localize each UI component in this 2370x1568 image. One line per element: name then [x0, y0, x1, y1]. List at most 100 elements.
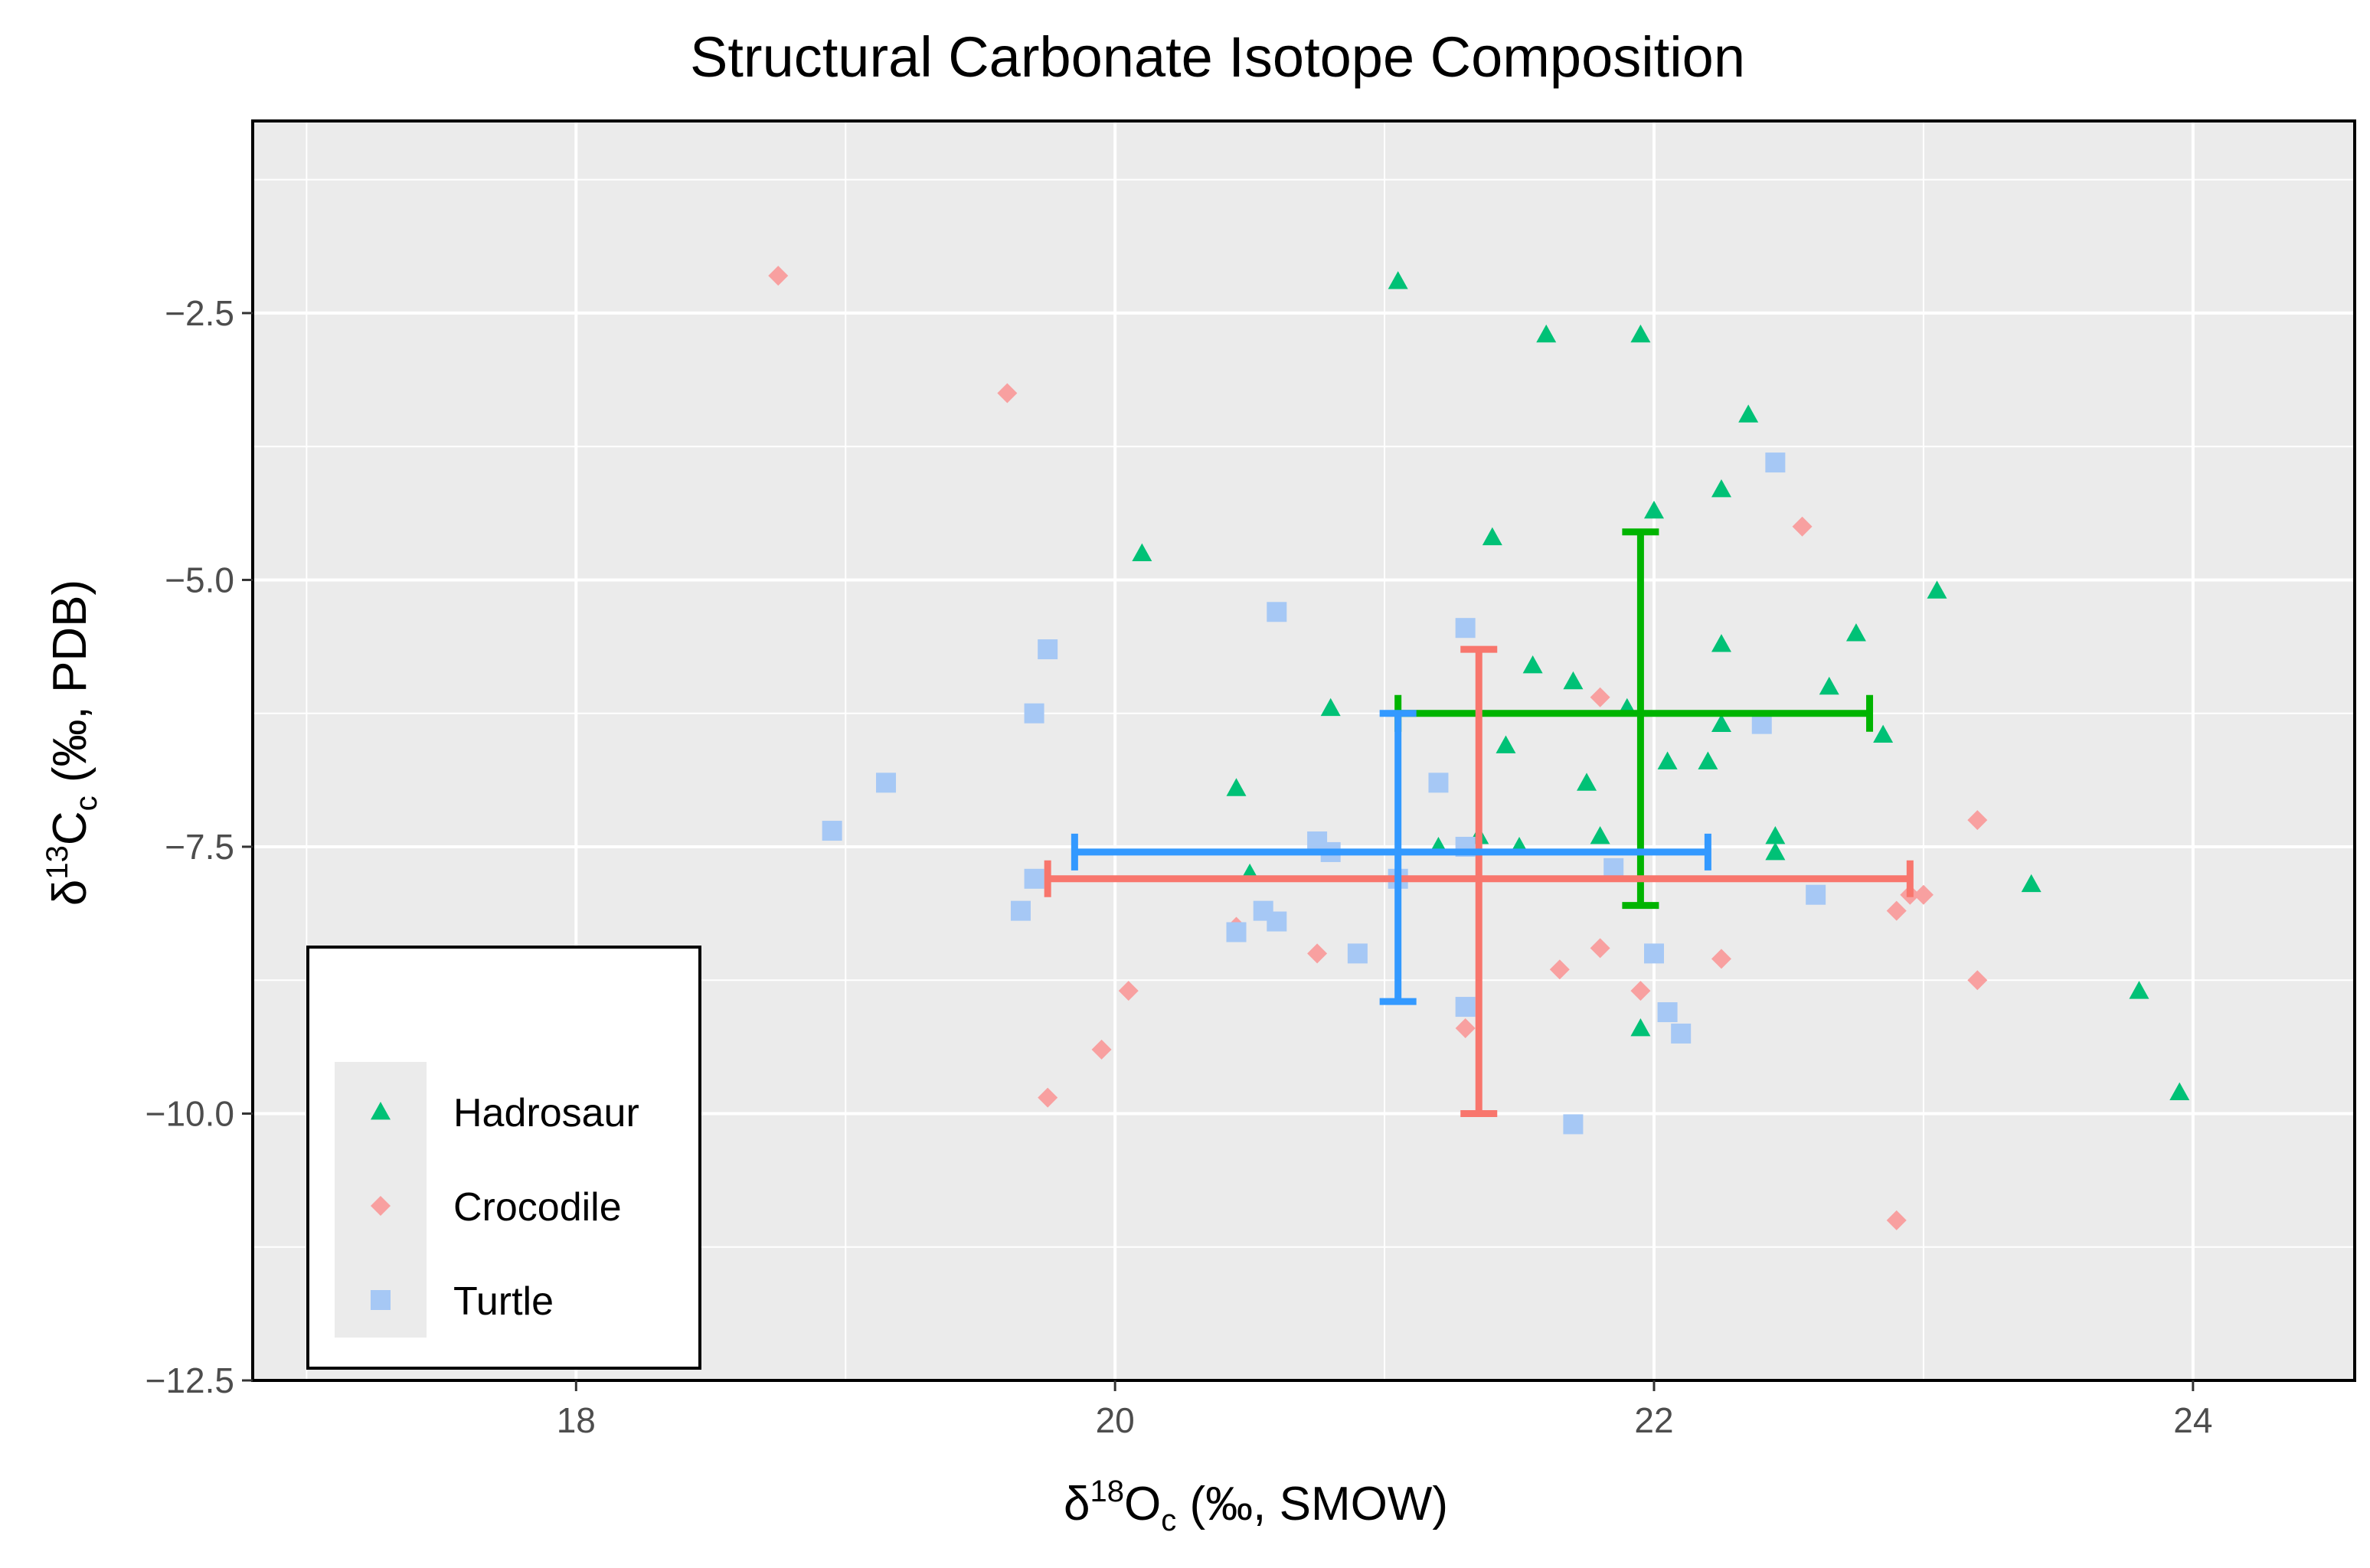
x-axis-ticks: 18 20 22 24 [557, 1380, 2212, 1440]
hadrosaur-point [1765, 841, 1786, 861]
crocodile-point [768, 266, 789, 286]
crocodile-point [1590, 687, 1610, 707]
legend-label-hadrosaur: Hadrosaur [453, 1091, 639, 1135]
crocodile-point [1118, 981, 1139, 1001]
hadrosaur-point [1927, 580, 1947, 599]
crocodile-point [1630, 981, 1651, 1001]
crocodile-point [1455, 1018, 1476, 1038]
crocodile-point [1038, 1087, 1058, 1108]
turtle-point [876, 773, 897, 793]
x-axis-title-unit: (‰, SMOW) [1176, 1478, 1448, 1530]
hadrosaur-point [1845, 623, 1866, 642]
chart-title: Structural Carbonate Isotope Composition [690, 25, 1745, 89]
x-axis-title-sub: c [1161, 1504, 1176, 1537]
hadrosaur-point [1226, 778, 1247, 796]
turtle-point [1455, 618, 1476, 639]
x-tick-label: 24 [2173, 1400, 2212, 1440]
y-axis-title-sub: c [70, 795, 103, 811]
legend-key-turtle [371, 1290, 391, 1310]
x-axis-title-sup: 18 [1090, 1475, 1125, 1508]
turtle-point [1644, 943, 1664, 964]
crocodile-point [1792, 516, 1813, 537]
hadrosaur-point [1711, 634, 1731, 652]
crocodile-point [1711, 949, 1731, 969]
hadrosaur-point [1657, 751, 1678, 769]
hadrosaur-point [1388, 271, 1408, 289]
hadrosaur-point [1711, 479, 1731, 498]
hadrosaur-point [1711, 714, 1731, 733]
hadrosaur-point [2129, 981, 2149, 999]
crocodile-point [1590, 938, 1610, 959]
hadrosaur-point [1590, 826, 1610, 844]
crocodile-point [997, 383, 1018, 403]
y-axis-title-delta: δ [44, 880, 96, 906]
hadrosaur-point [1873, 724, 1894, 743]
turtle-point [1038, 639, 1058, 660]
y-tick-label: −12.5 [145, 1361, 234, 1400]
crocodile-point [1967, 970, 1988, 991]
hadrosaur-point [1630, 1018, 1651, 1037]
x-tick-label: 20 [1096, 1400, 1135, 1440]
hadrosaur-point [1644, 500, 1664, 519]
crocodile-point [1886, 900, 1907, 921]
y-tick-label: −2.5 [165, 293, 234, 333]
legend-label-crocodile: Crocodile [453, 1185, 622, 1230]
y-axis-title-unit: (‰, PDB) [44, 580, 96, 795]
turtle-point [1226, 922, 1247, 942]
legend-items: Hadrosaur Crocodile Turtle [371, 1091, 639, 1324]
y-axis-title-base: C [44, 811, 96, 845]
turtle-point [1455, 997, 1476, 1018]
turtle-point [1010, 900, 1031, 921]
legend-label-turtle: Turtle [453, 1279, 554, 1324]
hadrosaur-point [2021, 874, 2041, 893]
x-tick-label: 18 [557, 1400, 596, 1440]
crocodile-point [1913, 884, 1934, 905]
hadrosaur-point [1496, 735, 1516, 753]
legend: Hadrosaur Crocodile Turtle [306, 946, 701, 1370]
hadrosaur-point [1482, 527, 1502, 546]
hadrosaur-point [1536, 324, 1557, 343]
crocodile-point [1886, 1210, 1907, 1230]
turtle-point [1657, 1002, 1678, 1023]
hadrosaur-point [1630, 324, 1651, 343]
x-axis-title: δ18Oc (‰, SMOW) [1064, 1475, 1448, 1537]
hadrosaur-point [1522, 655, 1543, 674]
turtle-point [1671, 1023, 1692, 1044]
plot-border [251, 119, 2356, 1382]
turtle-point [1347, 943, 1368, 964]
hadrosaur-point [1765, 826, 1786, 844]
turtle-point [822, 821, 842, 841]
turtle-point [1603, 858, 1624, 878]
hadrosaur-point [1577, 773, 1597, 791]
y-axis-title-sup: 13 [41, 845, 74, 880]
crocodile-point [1091, 1039, 1112, 1060]
hadrosaur-point [1819, 676, 1839, 695]
turtle-point [1428, 773, 1449, 793]
turtle-point [1563, 1114, 1584, 1135]
hadrosaur-point [1563, 671, 1584, 690]
turtle-point [1806, 884, 1826, 905]
turtle-point [1765, 452, 1786, 473]
y-tick-label: −5.0 [165, 560, 234, 599]
hadrosaur-point [2169, 1082, 2190, 1101]
y-axis-title: δ13Cc (‰, PDB) [41, 580, 103, 906]
turtle-point [1267, 602, 1287, 622]
y-tick-label: −7.5 [165, 827, 234, 867]
x-axis-title-delta: δ [1064, 1478, 1090, 1530]
turtle-point [1267, 911, 1287, 932]
turtle-point [1751, 714, 1772, 734]
y-tick-label: −10.0 [145, 1093, 234, 1133]
hadrosaur-point [1320, 697, 1341, 717]
grid-lines [253, 121, 2355, 1382]
hadrosaur-point [1738, 404, 1759, 423]
turtle-point [1024, 703, 1044, 724]
x-axis-title-base: O [1124, 1478, 1161, 1530]
x-tick-label: 22 [1634, 1400, 1673, 1440]
turtle-point [1024, 868, 1044, 889]
crocodile-point [1967, 810, 1988, 831]
legend-key-crocodile [371, 1196, 391, 1216]
crocodile-point [1307, 943, 1328, 964]
legend-key-hadrosaur [371, 1102, 391, 1120]
hadrosaur-point [1698, 751, 1718, 769]
